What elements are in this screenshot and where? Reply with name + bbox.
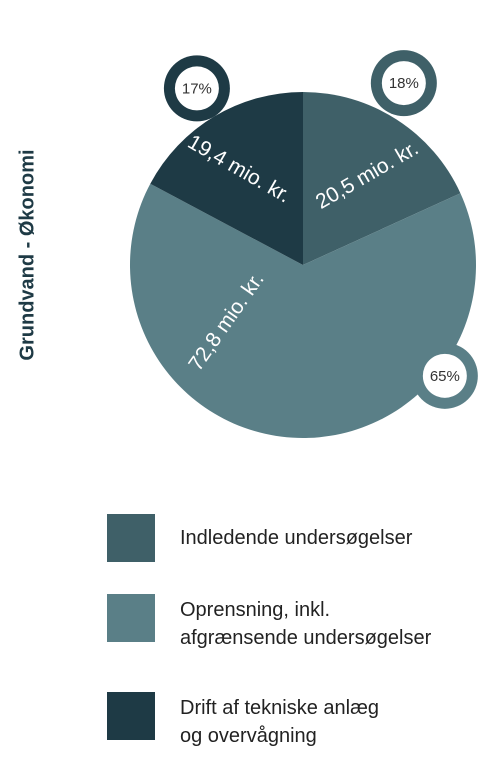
legend-label: Indledende undersøgelser [180, 527, 413, 549]
y-label: Grundvand - Økonomi [16, 149, 38, 360]
legend-swatch [107, 692, 155, 740]
pie-slice [150, 92, 303, 265]
share-bubble-inner [174, 66, 219, 111]
share-label: 17% [182, 80, 212, 97]
share-label: 18% [389, 75, 419, 92]
share-bubble-inner [422, 353, 467, 398]
share-label: 65% [430, 368, 460, 385]
legend-swatch [107, 594, 155, 642]
pie-slice [303, 92, 461, 265]
legend-swatch [107, 514, 155, 562]
legend-label: Drift af tekniske anlæg og overvågning [180, 697, 379, 747]
pie-slice [129, 183, 476, 438]
legend-label: Oprensning, inkl. afgrænsende undersøgel… [180, 599, 432, 649]
share-bubble-inner [381, 61, 426, 106]
